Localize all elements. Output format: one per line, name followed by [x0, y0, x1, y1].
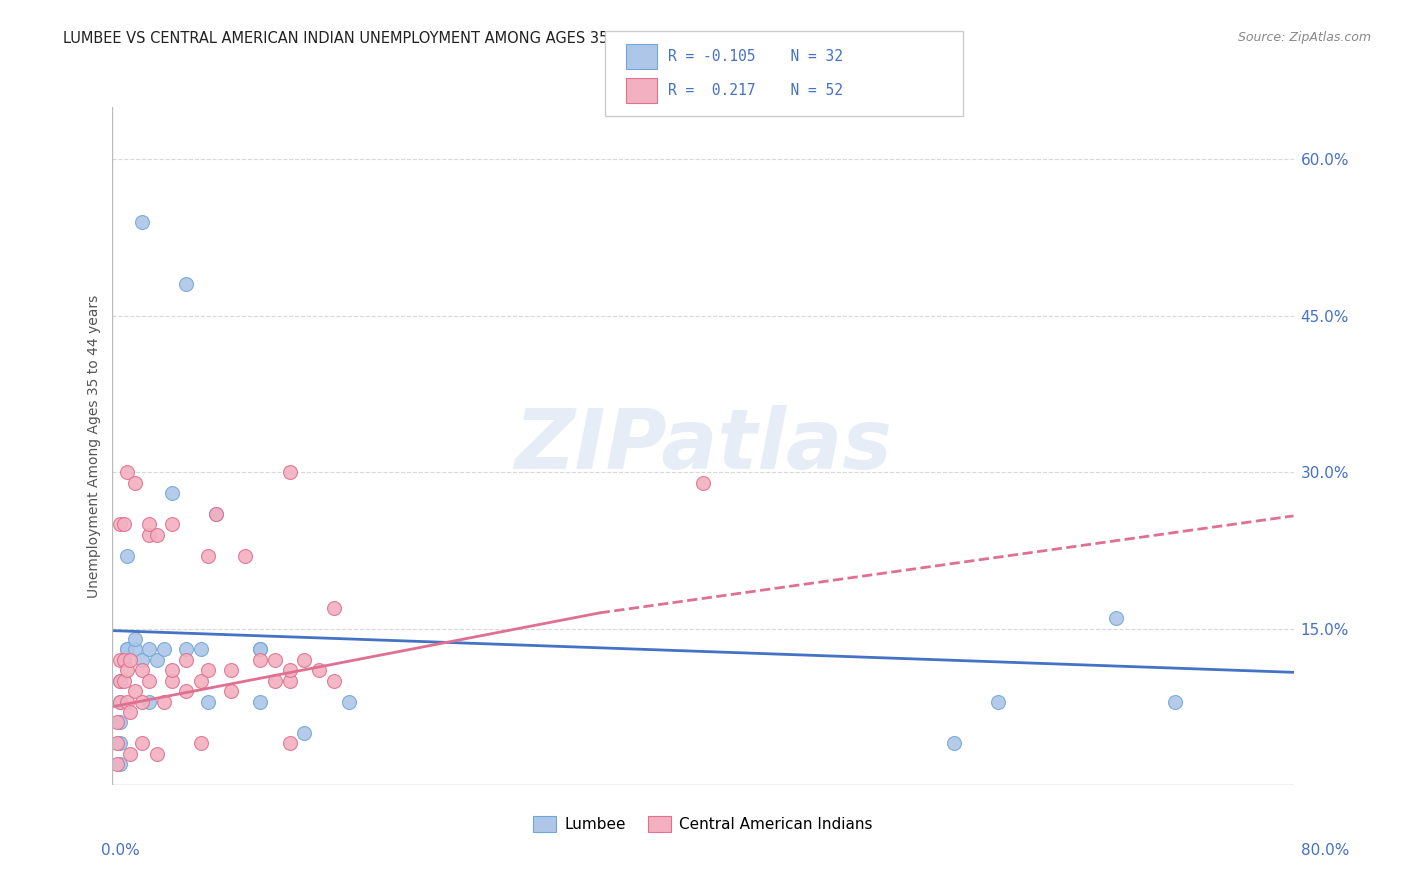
Point [108, 694, 131, 708]
Point [108, 736, 131, 750]
Point [108, 715, 131, 730]
Point [249, 642, 271, 657]
Point [105, 715, 128, 730]
Point [1164, 694, 1187, 708]
Point [138, 694, 160, 708]
Point [108, 694, 131, 708]
Point [146, 527, 169, 541]
Point [190, 736, 212, 750]
Point [219, 684, 242, 698]
Point [146, 747, 169, 761]
Point [108, 653, 131, 667]
Point [278, 736, 301, 750]
Point [117, 663, 138, 677]
Point [112, 653, 135, 667]
Point [190, 673, 212, 688]
Point [292, 653, 315, 667]
Point [138, 642, 160, 657]
Point [153, 694, 176, 708]
Point [987, 694, 1010, 708]
Point [112, 673, 135, 688]
Point [323, 600, 346, 615]
Point [105, 736, 128, 750]
Point [108, 517, 131, 532]
Point [160, 673, 183, 688]
Text: ZIPatlas: ZIPatlas [515, 406, 891, 486]
Point [112, 653, 135, 667]
Text: 80.0%: 80.0% [1302, 843, 1350, 858]
Text: LUMBEE VS CENTRAL AMERICAN INDIAN UNEMPLOYMENT AMONG AGES 35 TO 44 YEARS CORRELA: LUMBEE VS CENTRAL AMERICAN INDIAN UNEMPL… [63, 31, 872, 46]
Point [278, 673, 301, 688]
Point [124, 642, 146, 657]
Point [120, 705, 142, 719]
Point [323, 673, 346, 688]
Point [264, 673, 287, 688]
Point [146, 653, 169, 667]
Point [124, 632, 146, 646]
Point [249, 694, 271, 708]
Point [278, 663, 301, 677]
Point [117, 694, 138, 708]
Point [108, 757, 131, 772]
Point [131, 694, 153, 708]
Point [117, 642, 138, 657]
Point [197, 694, 219, 708]
Point [692, 475, 714, 490]
Point [124, 684, 146, 698]
Point [249, 642, 271, 657]
Point [264, 653, 287, 667]
Point [124, 475, 146, 490]
Text: Source: ZipAtlas.com: Source: ZipAtlas.com [1237, 31, 1371, 45]
Point [117, 549, 138, 563]
Point [108, 673, 131, 688]
Point [308, 663, 330, 677]
Point [205, 507, 228, 521]
Y-axis label: Unemployment Among Ages 35 to 44 years: Unemployment Among Ages 35 to 44 years [87, 294, 101, 598]
Point [117, 465, 138, 479]
Point [174, 642, 197, 657]
Point [233, 549, 256, 563]
Text: R = -0.105    N = 32: R = -0.105 N = 32 [668, 49, 842, 63]
Point [249, 653, 271, 667]
Point [942, 736, 965, 750]
Point [120, 747, 142, 761]
Point [131, 653, 153, 667]
Point [108, 673, 131, 688]
Text: 0.0%: 0.0% [101, 843, 141, 858]
Point [205, 507, 228, 521]
Point [1105, 611, 1128, 625]
Point [160, 663, 183, 677]
Point [153, 642, 176, 657]
Point [174, 277, 197, 292]
Point [131, 215, 153, 229]
Point [197, 663, 219, 677]
Point [120, 653, 142, 667]
Point [160, 517, 183, 532]
Point [174, 653, 197, 667]
Point [131, 663, 153, 677]
Point [292, 726, 315, 740]
Point [105, 757, 128, 772]
Point [131, 736, 153, 750]
Point [160, 486, 183, 500]
Legend: Lumbee, Central American Indians: Lumbee, Central American Indians [527, 810, 879, 838]
Point [138, 517, 160, 532]
Point [117, 642, 138, 657]
Point [138, 673, 160, 688]
Point [337, 694, 360, 708]
Point [278, 465, 301, 479]
Point [112, 517, 135, 532]
Point [197, 549, 219, 563]
Point [138, 527, 160, 541]
Point [174, 684, 197, 698]
Point [190, 642, 212, 657]
Point [219, 663, 242, 677]
Text: R =  0.217    N = 52: R = 0.217 N = 52 [668, 83, 842, 97]
